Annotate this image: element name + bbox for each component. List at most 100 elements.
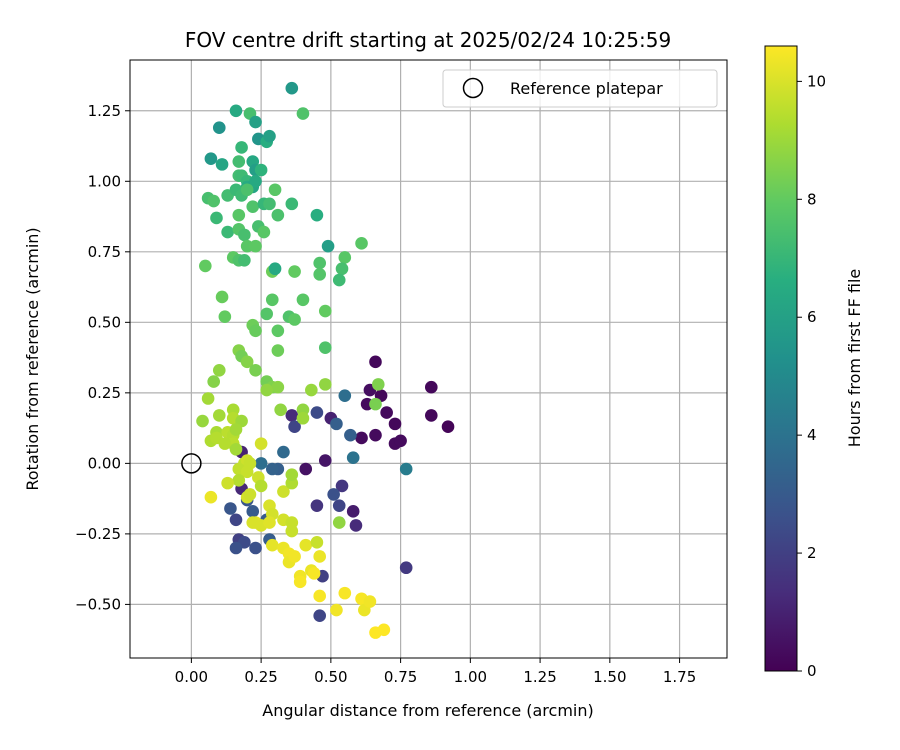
data-point — [305, 383, 318, 397]
data-point — [221, 476, 234, 490]
colorbar-tick-label: 10 — [807, 72, 826, 90]
data-point — [355, 431, 368, 445]
y-tick-label: −0.25 — [75, 525, 121, 543]
data-point — [277, 445, 290, 459]
data-point — [296, 107, 310, 120]
legend: Reference platepar — [442, 69, 718, 108]
data-point — [296, 293, 310, 307]
data-point — [310, 208, 324, 222]
data-point — [285, 197, 299, 211]
data-point — [313, 589, 327, 603]
data-point — [318, 454, 332, 467]
data-point — [394, 434, 407, 448]
data-point — [388, 417, 402, 431]
data-point — [338, 389, 352, 402]
data-point — [332, 499, 346, 512]
data-point — [424, 380, 438, 394]
data-point — [249, 239, 262, 253]
data-point — [204, 490, 218, 504]
grid — [130, 60, 727, 658]
data-point — [277, 485, 290, 498]
data-point — [249, 324, 262, 338]
data-point — [265, 462, 279, 476]
data-point — [271, 324, 285, 338]
colorbar-tick-label: 6 — [807, 308, 817, 326]
colorbar: 0 2 4 6 8 10 Hours from first FF file — [764, 45, 864, 680]
data-point — [229, 104, 243, 118]
data-point — [229, 423, 243, 436]
data-point — [215, 290, 229, 304]
y-tick-label: 0.75 — [88, 243, 121, 261]
data-point — [355, 237, 368, 250]
colorbar-gradient — [764, 45, 798, 672]
data-point — [249, 174, 262, 188]
data-point — [215, 158, 229, 171]
data-point — [263, 516, 276, 529]
data-point — [313, 550, 327, 563]
data-point — [380, 406, 393, 419]
y-axis-label: Rotation from reference (arcmin) — [23, 227, 42, 490]
data-point — [249, 541, 262, 555]
data-point — [260, 383, 273, 397]
legend-box — [442, 69, 718, 108]
data-point — [299, 538, 313, 552]
data-point — [310, 499, 324, 512]
data-point — [243, 488, 257, 501]
data-point — [268, 262, 282, 276]
data-point — [327, 488, 340, 501]
data-point — [313, 609, 327, 622]
data-point — [338, 251, 352, 264]
data-point — [229, 442, 243, 456]
data-point — [268, 183, 282, 197]
data-point — [201, 392, 215, 405]
data-point — [369, 397, 382, 411]
x-tick-label: 0.25 — [244, 668, 277, 686]
legend-marker-open-circle — [462, 77, 484, 99]
legend-label-reference-platepar: Reference platepar — [510, 79, 663, 98]
colorbar-tick-label: 0 — [807, 662, 817, 680]
data-point — [271, 380, 285, 394]
data-point — [196, 414, 209, 428]
data-point — [199, 259, 212, 273]
data-point — [254, 457, 268, 470]
data-point — [288, 265, 301, 278]
data-point — [249, 115, 262, 129]
x-tick-label: 0.75 — [384, 668, 417, 686]
data-point — [218, 437, 232, 450]
data-point — [246, 505, 260, 518]
data-point — [288, 550, 301, 563]
data-point — [240, 355, 254, 369]
data-point — [346, 451, 360, 465]
reference-platepar-point — [181, 453, 202, 474]
data-point — [363, 595, 377, 608]
colorbar-ticks: 0 2 4 6 8 10 — [797, 72, 826, 680]
data-point — [232, 473, 246, 487]
data-point — [260, 307, 273, 321]
data-point — [307, 567, 321, 580]
data-point — [271, 344, 285, 357]
data-point — [221, 225, 234, 239]
data-point — [310, 406, 324, 419]
data-point — [271, 208, 285, 222]
plot-frame — [129, 59, 728, 659]
data-point — [299, 462, 313, 476]
data-point — [224, 502, 237, 515]
data-point — [310, 536, 324, 549]
data-point — [335, 479, 349, 493]
data-point — [240, 465, 254, 479]
data-point — [318, 304, 332, 318]
data-point — [332, 273, 346, 287]
data-point — [254, 437, 268, 450]
x-axis-label: Angular distance from reference (arcmin) — [262, 701, 593, 720]
colorbar-tick-label: 2 — [807, 544, 817, 562]
data-point — [318, 378, 332, 391]
data-point — [346, 505, 360, 518]
data-point — [212, 409, 226, 422]
data-point — [263, 129, 276, 143]
data-point — [338, 586, 352, 600]
colorbar-tick-label: 8 — [807, 190, 817, 208]
chart-title: FOV centre drift starting at 2025/02/24 … — [185, 28, 671, 52]
data-point — [212, 363, 226, 377]
